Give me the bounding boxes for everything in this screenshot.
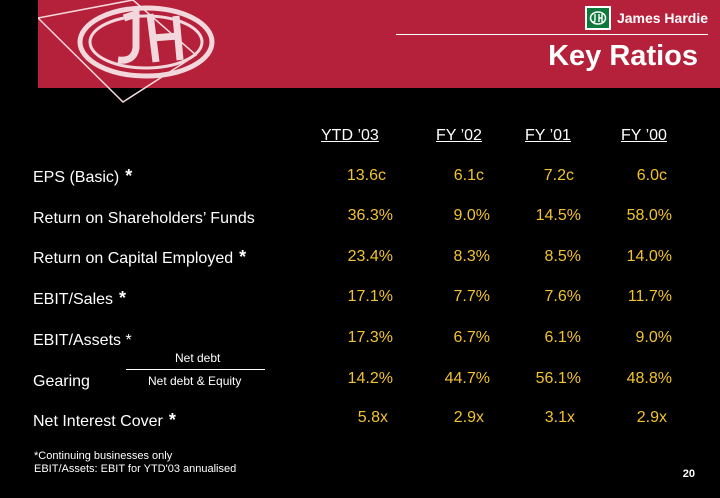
footnote-continuing-businesses: *Continuing businesses only <box>34 450 173 462</box>
row-label-net-interest-cover: Net Interest Cover * <box>33 410 176 430</box>
row-label-return-on-capital-employed: Return on Capital Employed * <box>33 247 247 267</box>
value-cell: 7.2c <box>543 167 574 184</box>
gearing-formula-denominator: Net debt & Equity <box>148 374 242 388</box>
row-label-gearing: Gearing <box>33 373 90 390</box>
value-cell: 8.3% <box>453 248 490 265</box>
jh-monogram-watermark-icon <box>38 0 215 103</box>
row-label-return-on-shareholders-funds: Return on Shareholders’ Funds <box>33 210 255 227</box>
value-cell: 13.6c <box>346 167 386 184</box>
page-title: Key Ratios <box>548 40 698 72</box>
column-header-fy01: FY ’01 <box>525 127 571 144</box>
value-cell: 17.3% <box>347 329 393 346</box>
value-cell: 2.9x <box>453 409 484 426</box>
column-header-fy02: FY ’02 <box>436 127 482 144</box>
value-cell: 7.7% <box>453 288 490 305</box>
value-cell: 44.7% <box>444 370 490 387</box>
value-cell: 58.0% <box>626 207 672 224</box>
value-cell: 6.1% <box>544 329 581 346</box>
value-cell: 5.8x <box>357 409 388 426</box>
value-cell: 9.0% <box>453 207 490 224</box>
value-cell: 56.1% <box>535 370 581 387</box>
value-cell: 14.5% <box>535 207 581 224</box>
column-header-ytd03: YTD ’03 <box>321 127 379 144</box>
brand-name: James Hardie <box>616 10 708 26</box>
value-cell: 3.1x <box>544 409 575 426</box>
page-number: 20 <box>682 468 695 480</box>
header-banner: James Hardie Key Ratios <box>38 0 720 103</box>
footnote-ebit-assets: EBIT/Assets: EBIT for YTD'03 annualised <box>34 463 237 475</box>
value-cell: 8.5% <box>544 248 581 265</box>
row-label-eps: EPS (Basic) * <box>33 166 133 186</box>
value-cell: 17.1% <box>347 288 393 305</box>
gearing-formula-numerator: Net debt <box>175 351 221 365</box>
value-cell: 36.3% <box>347 207 393 224</box>
value-cell: 6.0c <box>636 167 667 184</box>
value-cell: 11.7% <box>627 288 672 305</box>
james-hardie-logo-icon <box>584 6 611 30</box>
value-cell: 14.2% <box>347 370 393 387</box>
value-cell: 14.0% <box>626 248 672 265</box>
value-cell: 6.1c <box>453 167 484 184</box>
header-divider <box>396 34 708 35</box>
value-cell: 6.7% <box>453 329 490 346</box>
row-label-ebit-sales: EBIT/Sales * <box>33 288 127 308</box>
gearing-formula-divider <box>126 369 265 370</box>
row-label-ebit-assets: EBIT/Assets * <box>33 332 132 349</box>
brand-logo: James Hardie <box>584 6 708 30</box>
value-cell: 7.6% <box>544 288 581 305</box>
value-cell: 9.0% <box>635 329 672 346</box>
value-cell: 2.9x <box>636 409 667 426</box>
column-header-fy00: FY ’00 <box>621 127 667 144</box>
value-cell: 23.4% <box>347 248 393 265</box>
value-cell: 48.8% <box>626 370 672 387</box>
